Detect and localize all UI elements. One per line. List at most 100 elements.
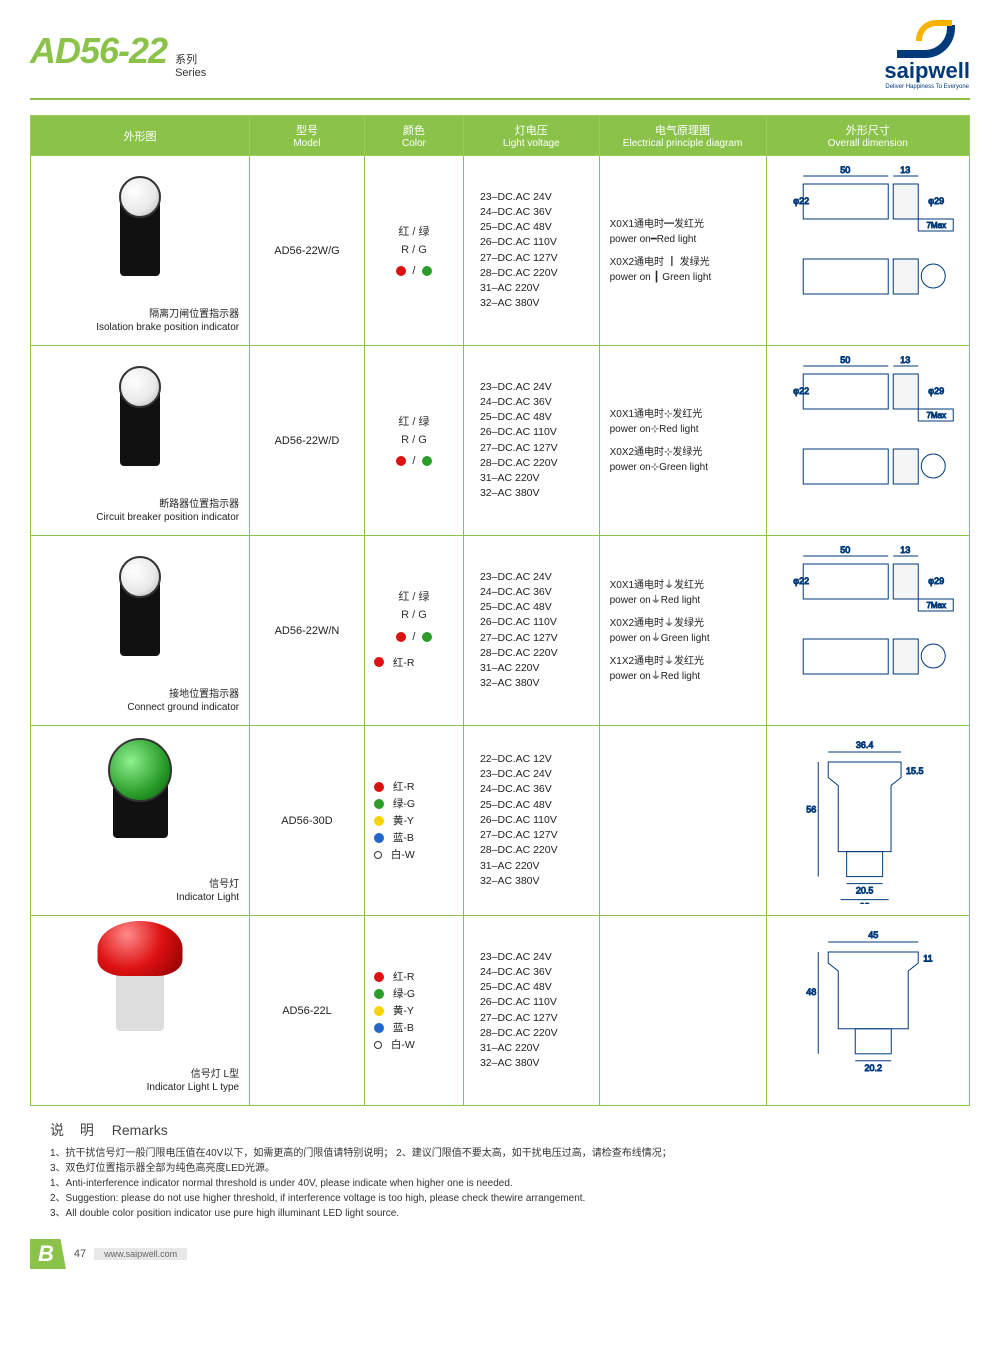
diagram-text: X0X1通电时━发红光power on━Red lightX0X2通电时 ┃ 发… <box>606 215 760 287</box>
logo-tagline: Deliver Happiness To Everyone <box>885 84 969 90</box>
cell-color: 红 / 绿R / G / 红-R <box>364 536 463 726</box>
cell-voltage: 22–DC.AC 12V23–DC.AC 24V24–DC.AC 36V25–D… <box>463 726 599 916</box>
cell-diagram: X0X1通电时⏚发红光power on⏚Red lightX0X2通电时⏚发绿光… <box>599 536 766 726</box>
voltage-item: 31–AC 220V <box>480 859 593 874</box>
color-option: 白-W <box>371 1037 457 1052</box>
color-option: 绿-G <box>371 986 457 1001</box>
voltage-item: 27–DC.AC 127V <box>480 828 593 843</box>
table-row: 断路器位置指示器 Circuit breaker position indica… <box>31 346 970 536</box>
product-image <box>37 548 243 688</box>
voltage-item: 28–DC.AC 220V <box>480 456 593 471</box>
logo-swoosh-icon <box>897 20 957 60</box>
color-dots: / <box>371 631 457 643</box>
cell-color: 红 / 绿R / G / <box>364 346 463 536</box>
svg-text:45: 45 <box>868 930 878 940</box>
color-dot-icon <box>374 1023 384 1033</box>
voltage-item: 25–DC.AC 48V <box>480 980 593 995</box>
voltage-item: 32–AC 380V <box>480 676 593 691</box>
cell-model: AD56-22W/G <box>250 156 365 346</box>
voltage-item: 28–DC.AC 220V <box>480 266 593 281</box>
product-image <box>37 928 243 1068</box>
cell-model: AD56-22W/N <box>250 536 365 726</box>
indicator-icon <box>120 576 160 656</box>
spec-table: 外形图 型号Model 颜色Color 灯电压Light voltage 电气原… <box>30 115 970 1106</box>
voltage-list: 22–DC.AC 12V23–DC.AC 24V24–DC.AC 36V25–D… <box>470 752 593 889</box>
remarks-section: 说 明 Remarks 1、抗干扰信号灯一般门限电压值在40V以下，如需更高的门… <box>30 1120 970 1221</box>
color-dot-icon <box>422 266 432 276</box>
voltage-item: 24–DC.AC 36V <box>480 205 593 220</box>
product-caption: 信号灯 L型 Indicator Light L type <box>37 1068 243 1094</box>
svg-text:28: 28 <box>859 902 869 904</box>
voltage-item: 32–AC 380V <box>480 1056 593 1071</box>
voltage-item: 24–DC.AC 36V <box>480 782 593 797</box>
color-label: 红 / 绿R / G <box>371 224 457 259</box>
remark-line: 1、Anti-interference indicator normal thr… <box>50 1176 950 1191</box>
voltage-item: 31–AC 220V <box>480 281 593 296</box>
diagram-text: X0X1通电时⏚发红光power on⏚Red lightX0X2通电时⏚发绿光… <box>606 576 760 686</box>
svg-text:50: 50 <box>840 545 850 555</box>
table-row: 信号灯 L型 Indicator Light L type AD56-22L红-… <box>31 916 970 1106</box>
cell-color: 红-R 绿-G 黄-Y 蓝-B 白-W <box>364 916 463 1106</box>
color-option: 黄-Y <box>371 813 457 828</box>
voltage-item: 27–DC.AC 127V <box>480 1011 593 1026</box>
color-dot-icon <box>374 1041 382 1049</box>
svg-text:7Max: 7Max <box>926 411 946 420</box>
color-option: 红-R <box>371 969 457 984</box>
cell-diagram <box>599 726 766 916</box>
color-option: 蓝-B <box>371 1020 457 1035</box>
cell-voltage: 23–DC.AC 24V24–DC.AC 36V25–DC.AC 48V26–D… <box>463 536 599 726</box>
svg-text:13: 13 <box>900 355 910 365</box>
svg-text:φ22: φ22 <box>793 196 809 206</box>
color-option: 黄-Y <box>371 1003 457 1018</box>
col-voltage: 灯电压Light voltage <box>463 116 599 156</box>
voltage-item: 26–DC.AC 110V <box>480 813 593 828</box>
color-option: 蓝-B <box>371 830 457 845</box>
color-dot-icon <box>374 989 384 999</box>
color-label: 红 / 绿R / G <box>371 414 457 449</box>
voltage-item: 28–DC.AC 220V <box>480 843 593 858</box>
product-image <box>37 358 243 498</box>
svg-text:20.2: 20.2 <box>864 1063 882 1073</box>
svg-text:13: 13 <box>900 545 910 555</box>
brand-logo: saipwell Deliver Happiness To Everyone <box>884 20 970 90</box>
indicator-icon <box>120 386 160 466</box>
voltage-item: 31–AC 220V <box>480 661 593 676</box>
color-dot-icon <box>422 632 432 642</box>
color-dot-icon <box>374 972 384 982</box>
color-dots: / <box>371 455 457 467</box>
svg-text:φ29: φ29 <box>928 196 944 206</box>
indicator-icon <box>116 961 164 1031</box>
svg-text:φ29: φ29 <box>928 386 944 396</box>
cell-dimension: 50 13 φ22 φ29 7Max <box>766 346 969 536</box>
voltage-item: 27–DC.AC 127V <box>480 631 593 646</box>
voltage-item: 26–DC.AC 110V <box>480 235 593 250</box>
footer-page-number: 47 <box>74 1248 86 1260</box>
voltage-item: 27–DC.AC 127V <box>480 441 593 456</box>
cell-diagram: X0X1通电时⊹发红光power on⊹Red lightX0X2通电时⊹发绿光… <box>599 346 766 536</box>
svg-text:φ29: φ29 <box>928 576 944 586</box>
svg-text:20.5: 20.5 <box>855 886 873 896</box>
voltage-item: 32–AC 380V <box>480 296 593 311</box>
svg-text:50: 50 <box>840 355 850 365</box>
cell-shape: 信号灯 L型 Indicator Light L type <box>31 916 250 1106</box>
cell-shape: 信号灯 Indicator Light <box>31 726 250 916</box>
voltage-item: 25–DC.AC 48V <box>480 798 593 813</box>
table-row: 接地位置指示器 Connect ground indicator AD56-22… <box>31 536 970 726</box>
col-dim: 外形尺寸Overall dimension <box>766 116 969 156</box>
table-header-row: 外形图 型号Model 颜色Color 灯电压Light voltage 电气原… <box>31 116 970 156</box>
svg-text:15.5: 15.5 <box>906 766 924 776</box>
diagram-text <box>606 1009 760 1013</box>
voltage-item: 25–DC.AC 48V <box>480 600 593 615</box>
voltage-list: 23–DC.AC 24V24–DC.AC 36V25–DC.AC 48V26–D… <box>470 380 593 502</box>
col-color: 颜色Color <box>364 116 463 156</box>
voltage-item: 23–DC.AC 24V <box>480 767 593 782</box>
voltage-list: 23–DC.AC 24V24–DC.AC 36V25–DC.AC 48V26–D… <box>470 190 593 312</box>
color-option: 白-W <box>371 847 457 862</box>
cell-model: AD56-22L <box>250 916 365 1106</box>
remark-line: 3、All double color position indicator us… <box>50 1206 950 1221</box>
voltage-item: 23–DC.AC 24V <box>480 950 593 965</box>
voltage-item: 31–AC 220V <box>480 471 593 486</box>
voltage-item: 22–DC.AC 12V <box>480 752 593 767</box>
voltage-item: 28–DC.AC 220V <box>480 646 593 661</box>
page-footer: B 47 www.saipwell.com <box>30 1239 970 1269</box>
